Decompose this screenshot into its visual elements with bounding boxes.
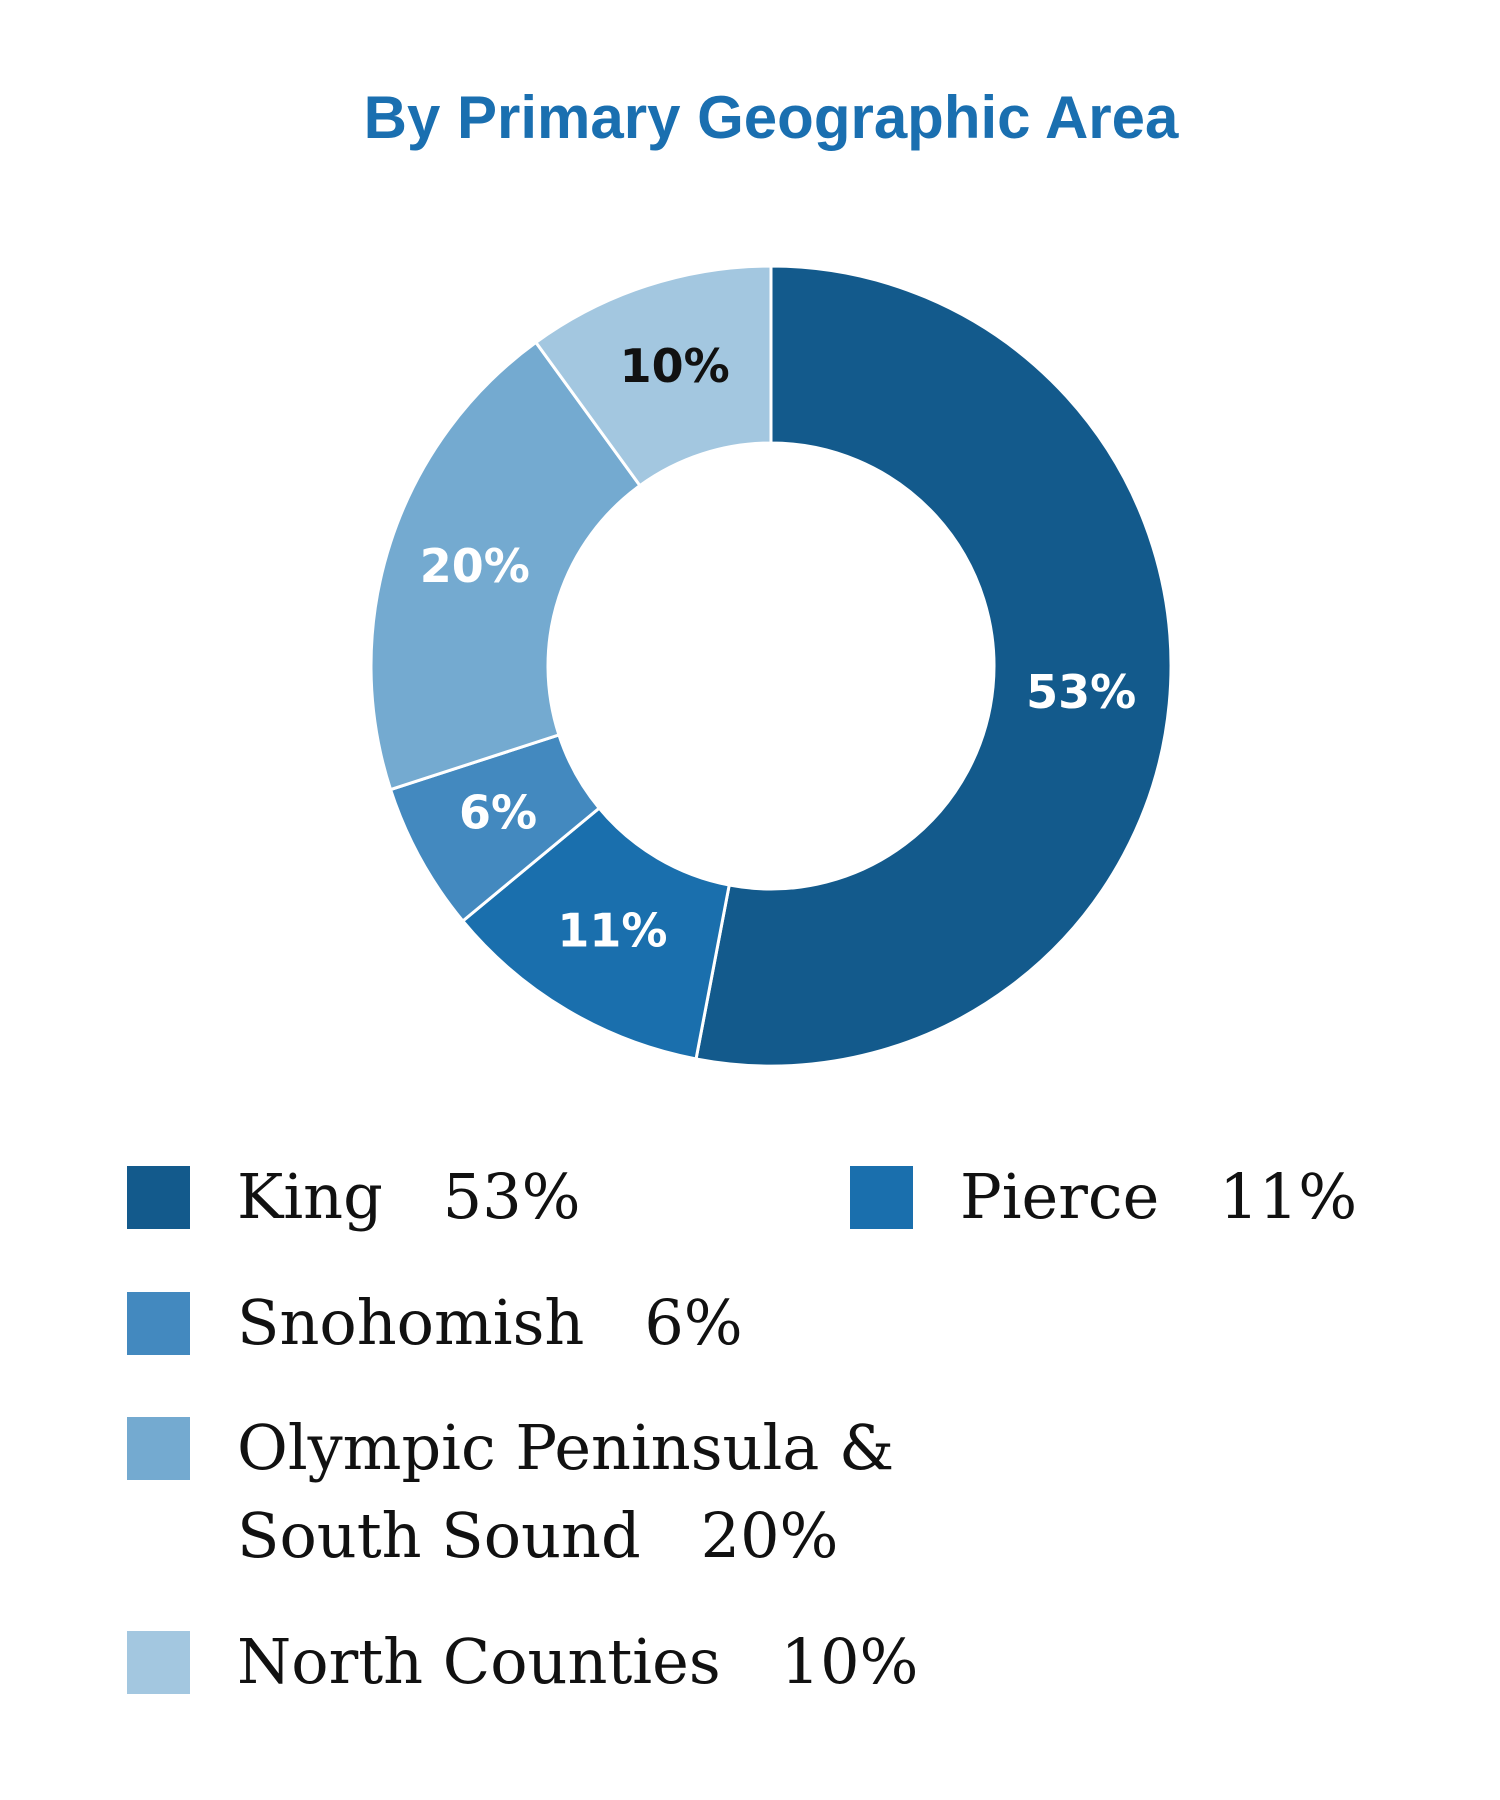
legend-item: Olympic Peninsula & South Sound 20% xyxy=(237,1404,977,1580)
legend-value: 20% xyxy=(700,1499,839,1572)
legend-label: North Counties xyxy=(237,1625,721,1698)
donut-slice xyxy=(533,264,773,488)
legend-value: 53% xyxy=(442,1160,581,1233)
slice-label: 10% xyxy=(620,339,730,393)
slice-label: 11% xyxy=(557,904,667,958)
legend-swatch xyxy=(127,1292,190,1355)
legend-item: Snohomish 6% xyxy=(237,1279,743,1367)
legend-label: Olympic Peninsula & South Sound xyxy=(237,1411,895,1572)
legend-item: North Counties 10% xyxy=(237,1618,918,1706)
legend-item: King 53% xyxy=(237,1153,581,1241)
donut-slice xyxy=(694,264,1173,1068)
legend-swatch xyxy=(850,1166,913,1229)
legend-value: 6% xyxy=(644,1286,743,1359)
legend-swatch xyxy=(127,1417,190,1480)
legend-swatch xyxy=(127,1631,190,1694)
legend-label: Snohomish xyxy=(237,1286,585,1359)
legend-label: Pierce xyxy=(960,1160,1160,1233)
slice-label: 6% xyxy=(459,786,537,840)
slice-label: 20% xyxy=(420,539,530,593)
legend-value: 11% xyxy=(1219,1160,1358,1233)
legend-swatch xyxy=(127,1166,190,1229)
legend-value: 10% xyxy=(780,1625,919,1698)
slice-label: 53% xyxy=(1026,665,1136,719)
donut-slice xyxy=(369,340,643,792)
legend-label: King xyxy=(237,1160,383,1233)
chart-title: By Primary Geographic Area xyxy=(364,84,1179,151)
legend-item: Pierce 11% xyxy=(960,1153,1357,1241)
